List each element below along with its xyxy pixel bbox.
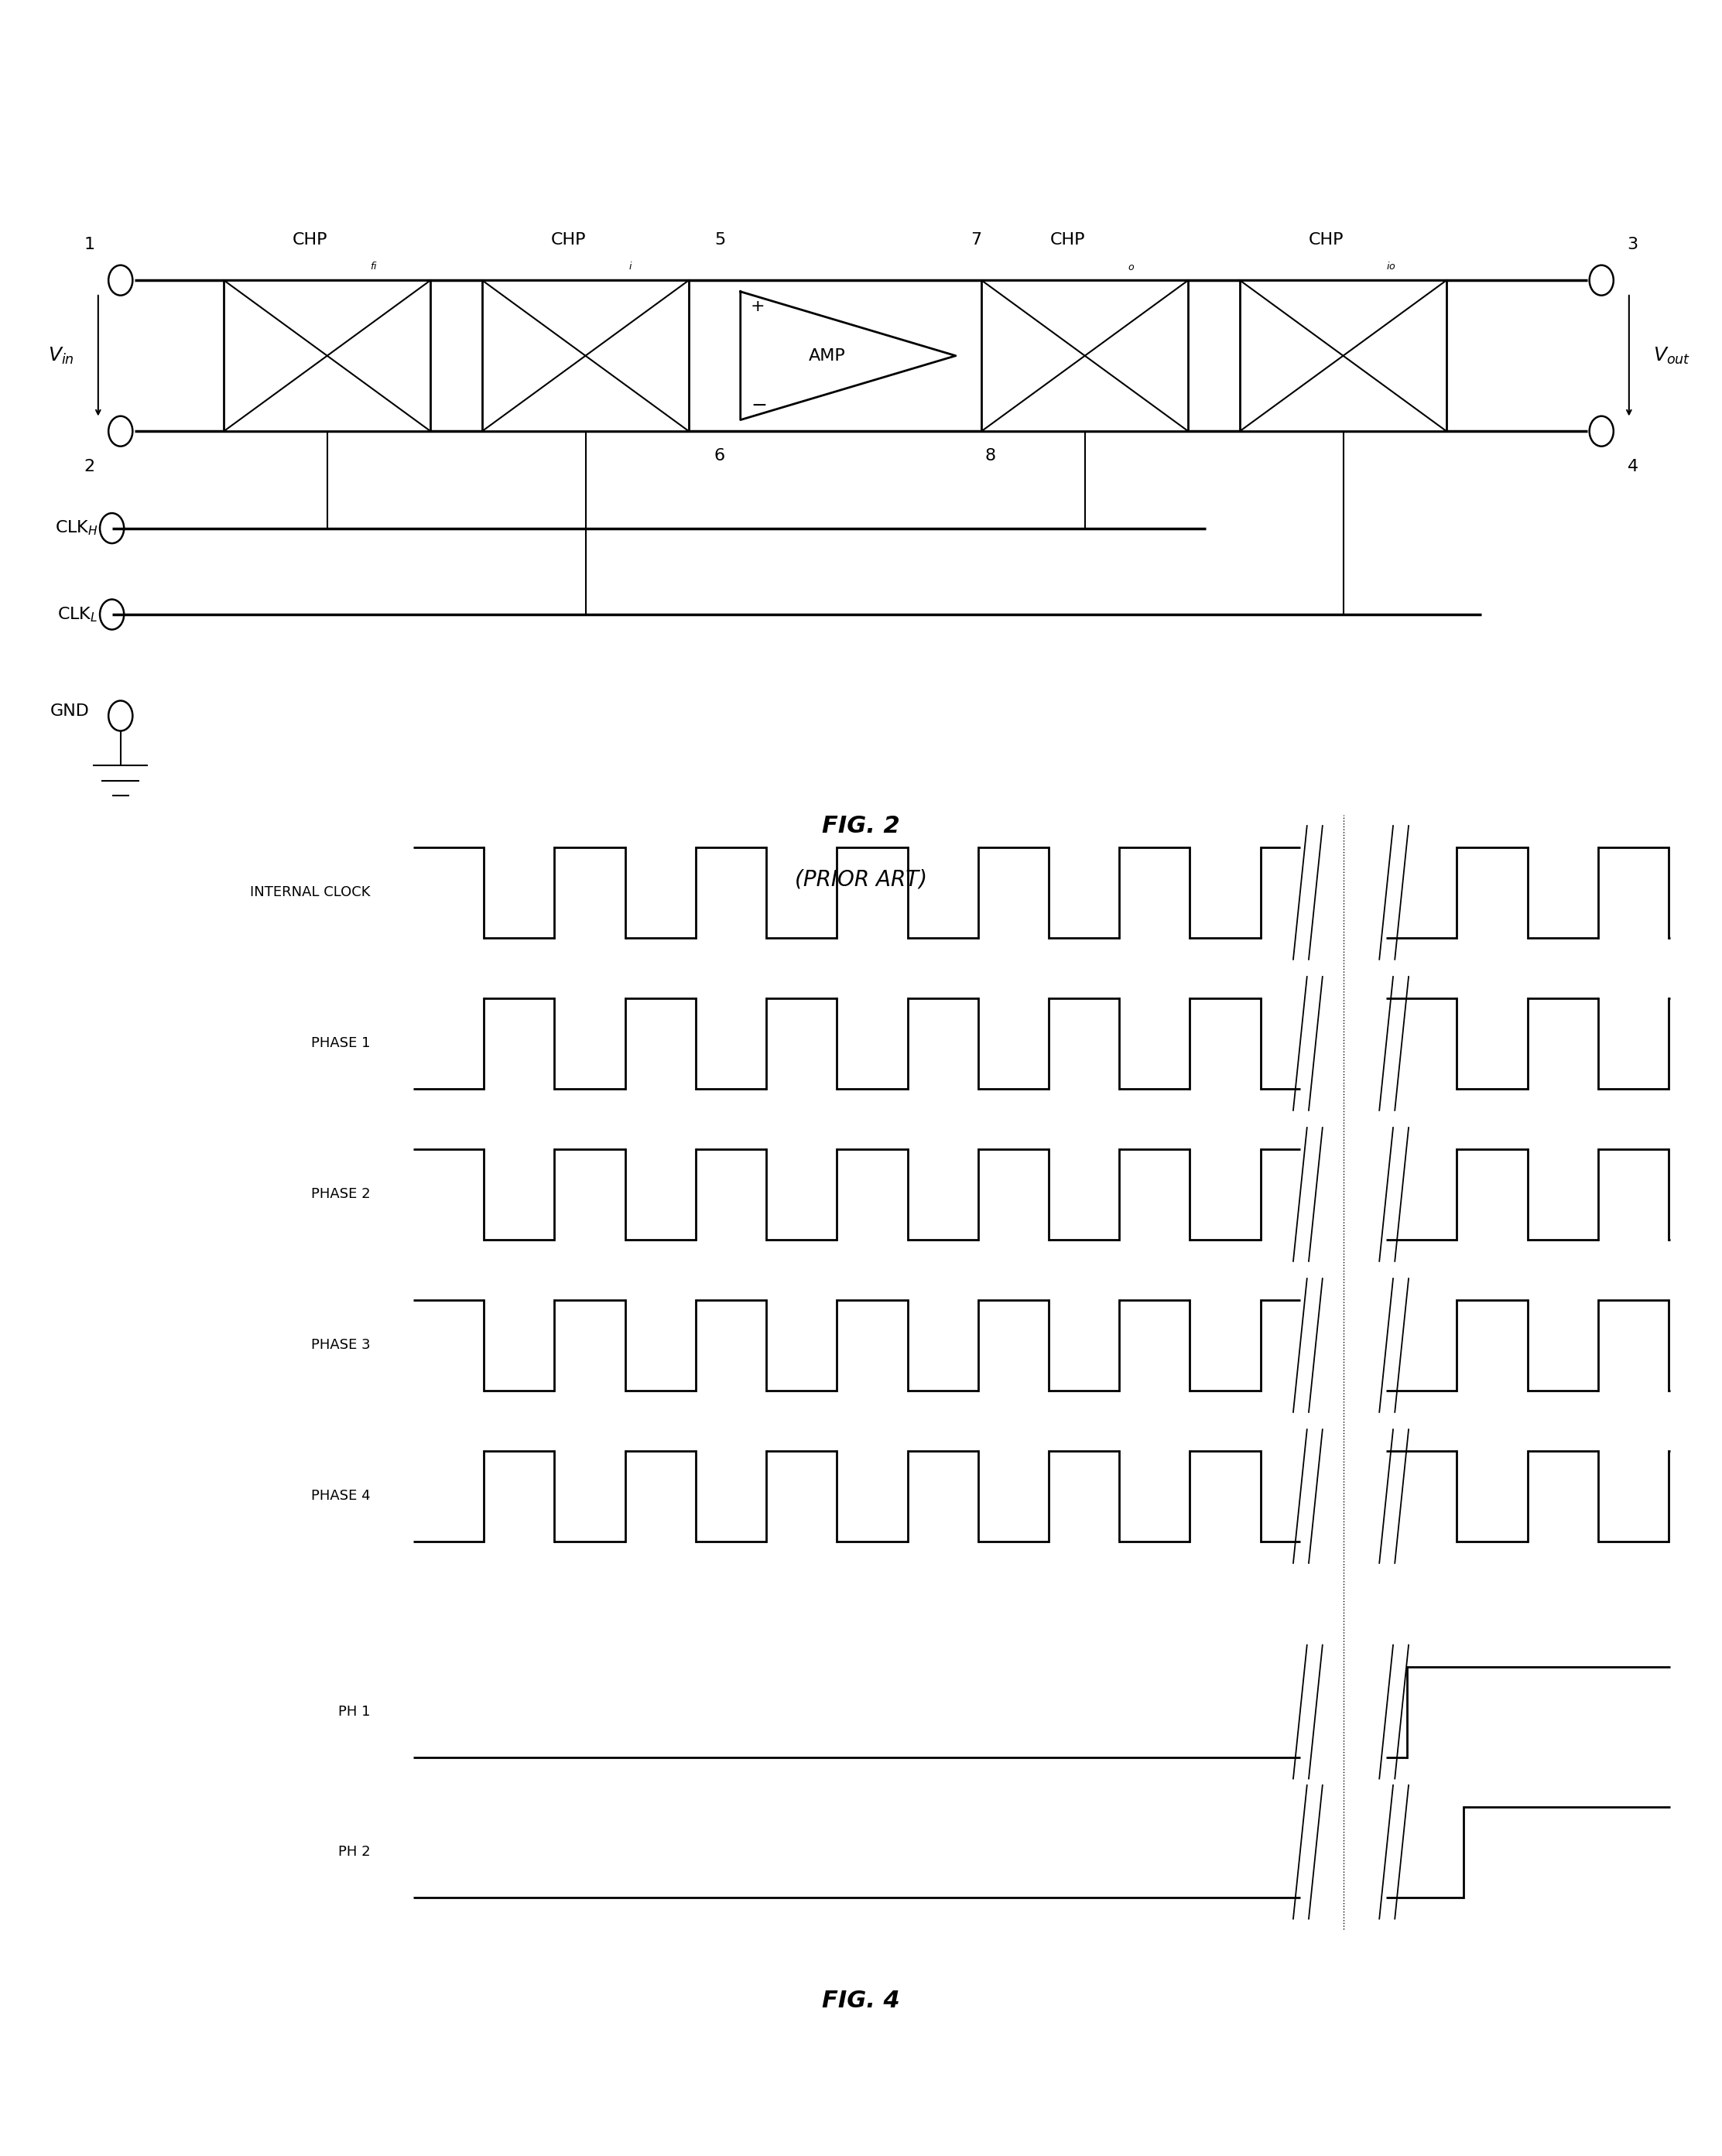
Text: 4: 4 [1627,459,1638,474]
Bar [1240,280,1446,431]
Text: $_{o}$: $_{o}$ [1128,259,1135,272]
Text: (PRIOR ART): (PRIOR ART) [796,869,926,890]
Text: PHASE 4: PHASE 4 [312,1490,370,1503]
Text: 8: 8 [985,448,995,464]
Text: AMP: AMP [809,347,846,364]
Text: 5: 5 [715,233,725,248]
Text: FIG. 2: FIG. 2 [821,815,901,837]
Text: $_{i}$: $_{i}$ [629,259,634,272]
Text: PHASE 2: PHASE 2 [312,1188,370,1201]
Text: GND: GND [50,703,90,720]
Text: 2: 2 [84,459,95,474]
Polygon shape [740,291,956,420]
Text: $V_{out}$: $V_{out}$ [1653,345,1691,367]
Text: PH 2: PH 2 [338,1846,370,1858]
Text: 3: 3 [1627,237,1638,252]
Bar [982,280,1188,431]
Text: 1: 1 [84,237,95,252]
Text: 6: 6 [715,448,725,464]
Text: CHP: CHP [551,233,585,248]
Text: $_{io}$: $_{io}$ [1386,259,1397,272]
Text: +: + [751,298,765,315]
Text: CLK$_L$: CLK$_L$ [57,606,98,623]
Text: PHASE 1: PHASE 1 [312,1037,370,1050]
Text: 7: 7 [971,233,982,248]
Text: PH 1: PH 1 [338,1705,370,1718]
Text: $_{fi}$: $_{fi}$ [370,259,379,272]
Text: FIG. 4: FIG. 4 [821,1990,901,2012]
Text: −: − [751,397,766,414]
Text: CHP: CHP [293,233,327,248]
Bar [224,280,430,431]
Text: PHASE 3: PHASE 3 [312,1339,370,1352]
Bar [482,280,689,431]
Text: CHP: CHP [1050,233,1085,248]
Text: INTERNAL CLOCK: INTERNAL CLOCK [250,886,370,899]
Text: $V_{in}$: $V_{in}$ [48,345,74,367]
Text: CHP: CHP [1309,233,1343,248]
Text: CLK$_H$: CLK$_H$ [55,520,98,537]
